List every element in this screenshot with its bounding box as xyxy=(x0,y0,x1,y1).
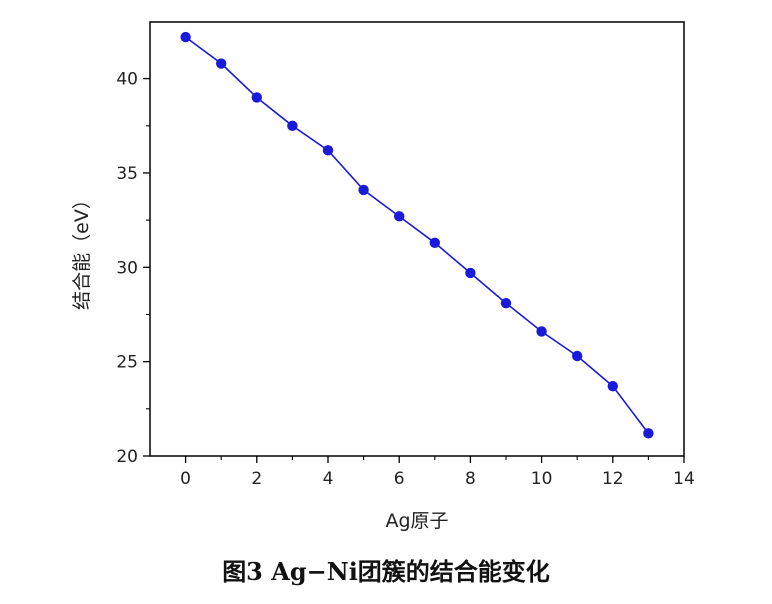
x-tick-label: 14 xyxy=(673,469,695,489)
figure-caption: 图3 Ag−Ni团簇的结合能变化 xyxy=(222,557,550,586)
chart: 20 25 30 35 40 0 2 4 6 8 10 12 14 Ag原子 结合能（eV） xyxy=(71,21,695,532)
x-tick-label: 4 xyxy=(323,469,334,489)
x-axis-title: Ag原子 xyxy=(385,510,448,532)
x-tick-label: 12 xyxy=(602,469,624,489)
data-point xyxy=(572,350,583,362)
data-point xyxy=(180,31,191,43)
data-point xyxy=(394,211,405,222)
series-line xyxy=(185,36,650,434)
y-axis-title: 结合能（eV） xyxy=(71,190,93,310)
series-points xyxy=(180,31,654,439)
data-point xyxy=(322,145,334,156)
y-tick-label: 25 xyxy=(116,353,138,373)
data-point xyxy=(536,326,547,337)
y-tick-label: 35 xyxy=(116,164,138,184)
data-point xyxy=(251,92,262,103)
x-tick-label: 0 xyxy=(180,469,191,489)
x-tick-label: 2 xyxy=(251,469,262,489)
x-tick-label: 8 xyxy=(465,469,476,489)
x-tick-label: 10 xyxy=(531,469,553,489)
data-point xyxy=(465,267,476,279)
data-point xyxy=(287,120,298,131)
data-point xyxy=(500,297,512,309)
data-point xyxy=(358,184,369,196)
data-point xyxy=(216,58,227,69)
data-point xyxy=(643,428,654,439)
plot-frame xyxy=(149,21,685,457)
data-point xyxy=(607,380,618,392)
x-axis-ticks: 0 2 4 6 8 10 12 14 xyxy=(180,456,695,489)
y-tick-label: 20 xyxy=(116,447,138,467)
y-axis-ticks: 20 25 30 35 40 xyxy=(116,70,150,467)
data-point xyxy=(429,237,440,248)
y-tick-label: 40 xyxy=(116,70,138,90)
y-tick-label: 30 xyxy=(116,258,138,278)
x-tick-label: 6 xyxy=(394,469,405,489)
